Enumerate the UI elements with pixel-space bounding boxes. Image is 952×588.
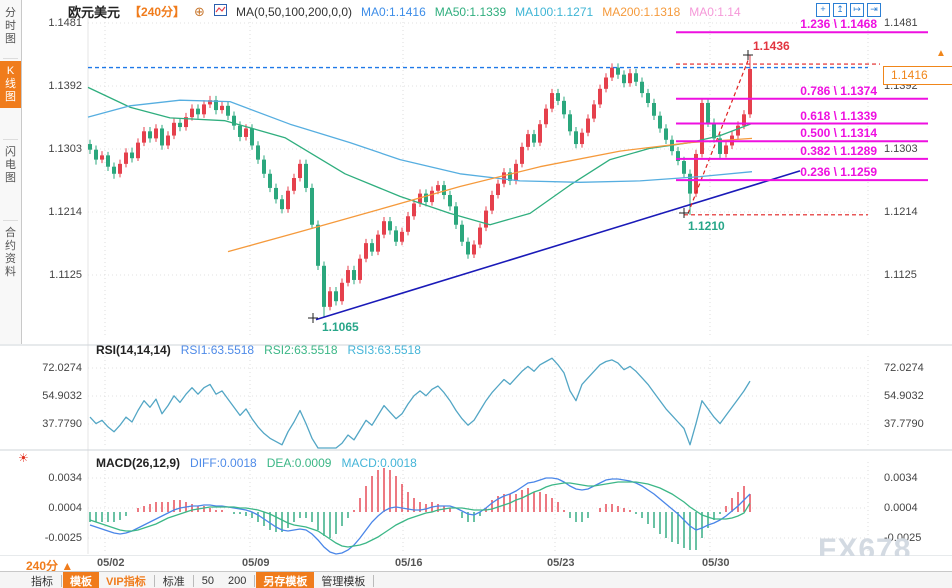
y-axis-label: 1.1125 [49,269,82,281]
toolbar-separator [61,574,62,587]
ma-value-1: MA50:1.1339 [434,4,507,19]
toolbar-item-7[interactable]: 管理模板 [321,575,366,588]
macd-value-1: DEA:0.0009 [266,456,332,470]
toolbar-item-3[interactable]: 标准 [162,575,185,588]
y-axis-label: 72.0274 [42,362,82,374]
price-annotation: 1.1436 [753,39,790,53]
toolbar-item-2[interactable]: VIP指标 [106,575,146,588]
date-label: 05/09 [242,557,270,569]
macd-title: MACD(26,12,9) [96,456,181,470]
sidebar: 分 时 图 K 线 图闪 电 图合 约 资 料 [0,0,22,344]
toolbar-item-1[interactable]: 模板 [63,571,99,588]
y-axis-label: 1.1303 [884,143,918,155]
pan-right-icon[interactable]: ⇥ [867,3,881,17]
macd-value-2: MACD:0.0018 [341,456,417,470]
sidebar-separator [3,139,18,140]
date-label: 05/30 [702,557,730,569]
y-axis-label: 37.7790 [42,418,82,430]
toolbar-separator [192,574,194,587]
price-up-arrow-icon: ▲ [936,48,946,59]
sidebar-item-2[interactable]: 闪 电 图 [5,146,16,184]
ma-value-0: MA0:1.1416 [361,4,426,19]
chart-header: 欧元美元 【240分】 ⊕ MA(0,50,100,200,0,0) MA0:1… [68,2,741,21]
add-indicator-icon[interactable]: ⊕ [194,3,205,19]
ma-value-3: MA200:1.1318 [602,4,681,19]
y-axis-label: 1.1481 [884,17,918,29]
scale-up-icon[interactable]: ↥ [833,3,847,17]
rsi-value-1: RSI2:63.5518 [264,343,338,357]
ma-value-2: MA100:1.1271 [515,4,594,19]
sidebar-item-3[interactable]: 合 约 资 料 [5,227,16,278]
rsi-value-0: RSI1:63.5518 [180,343,255,357]
y-axis-label: 1.1214 [48,206,82,218]
y-axis-label: 54.9032 [884,390,924,402]
toolbar-separator [153,574,155,587]
ma-value-4: MA0:1.14 [689,4,741,19]
macd-layer [89,468,751,555]
fib-label: 0.618 \ 1.1339 [800,109,877,123]
y-axis-label: 0.0004 [884,502,918,514]
y-axis-label: 37.7790 [884,418,924,430]
price-annotation: 1.1065 [322,320,359,334]
rsi-values: RSI1:63.5518 RSI2:63.5518 RSI3:63.5518 [181,343,421,357]
indicator-settings-icon[interactable]: ☀ [18,451,29,465]
y-axis-label: 1.1303 [48,143,82,155]
current-price-box: 1.1416 [883,66,952,85]
date-label: 05/23 [547,557,575,569]
fib-label: 0.786 \ 1.1374 [800,84,877,98]
fib-label: 0.382 \ 1.1289 [800,144,877,158]
date-label: 05/16 [395,557,423,569]
overlay-lines [87,60,801,321]
rsi-value-2: RSI3:63.5518 [347,343,421,357]
y-axis-label: 0.0004 [48,502,82,514]
macd-values: DIFF:0.0018 DEA:0.0009 MACD:0.0018 [190,456,417,470]
sidebar-item-1[interactable]: K 线 图 [0,61,21,108]
fib-label: 0.236 \ 1.1259 [800,165,877,179]
y-axis-label: -0.0025 [884,532,922,544]
time-axis: 240分 ▲ 05/02 05/09 05/16 05/23 05/30 [0,556,952,573]
date-label: 05/02 [97,557,125,569]
bottom-toolbar: 指标 模板 VIP指标 标准 50 200 另存模板 管理模板 [0,571,952,588]
period-selector[interactable]: 240分 ▲ [26,559,74,573]
toolbar-item-5[interactable]: 200 [227,574,247,587]
y-axis-label: 54.9032 [42,390,82,402]
y-axis-label: 1.1481 [48,17,82,29]
toolbar-item-0[interactable]: 指标 [31,575,53,588]
y-axis-label: 1.1125 [884,269,917,281]
fib-label: 0.500 \ 1.1314 [800,126,877,140]
toolbar-separator [373,574,375,587]
symbol-name: 欧元美元 [68,5,121,20]
candles-layer [88,54,752,318]
fib-label: 1.236 \ 1.1468 [800,17,877,31]
rsi-header: RSI(14,14,14) RSI1:63.5518 RSI2:63.5518 RS… [96,343,421,357]
rsi-layer [89,357,751,449]
ma-settings-label: MA(0,50,100,200,0,0) [235,4,353,19]
period-label: 【240分】 [129,5,186,19]
toolbar-item-6[interactable]: 另存模板 [256,571,315,588]
y-axis-label: 0.0034 [48,472,82,484]
crosshair-icon[interactable]: + [816,3,830,17]
scale-right-icon[interactable]: ↦ [850,3,864,17]
y-axis-label: 1.1392 [48,80,82,92]
toolbar-separator [254,574,256,587]
macd-value-0: DIFF:0.0018 [190,456,257,470]
rsi-title: RSI(14,14,14) [96,343,171,357]
sidebar-separator [3,58,18,59]
ma-values: MA0:1.1416 MA50:1.1339 MA100:1.1271 MA200:1… [361,5,741,19]
chart-tools: + ↥ ↦ ⇥ [816,3,881,17]
y-axis-label: 0.0034 [884,472,918,484]
y-axis-label: 1.1214 [884,206,918,218]
toolbar-item-4[interactable]: 50 [201,574,214,587]
sidebar-separator [3,220,18,221]
y-axis-label: -0.0025 [44,532,82,544]
kline-chart-icon [213,4,227,19]
price-annotation: 1.1210 [688,219,725,233]
y-axis-label: 72.0274 [884,362,924,374]
macd-header: MACD(26,12,9) DIFF:0.0018 DEA:0.0009 MACD:… [96,456,417,470]
sidebar-item-0[interactable]: 分 时 图 [5,7,16,45]
